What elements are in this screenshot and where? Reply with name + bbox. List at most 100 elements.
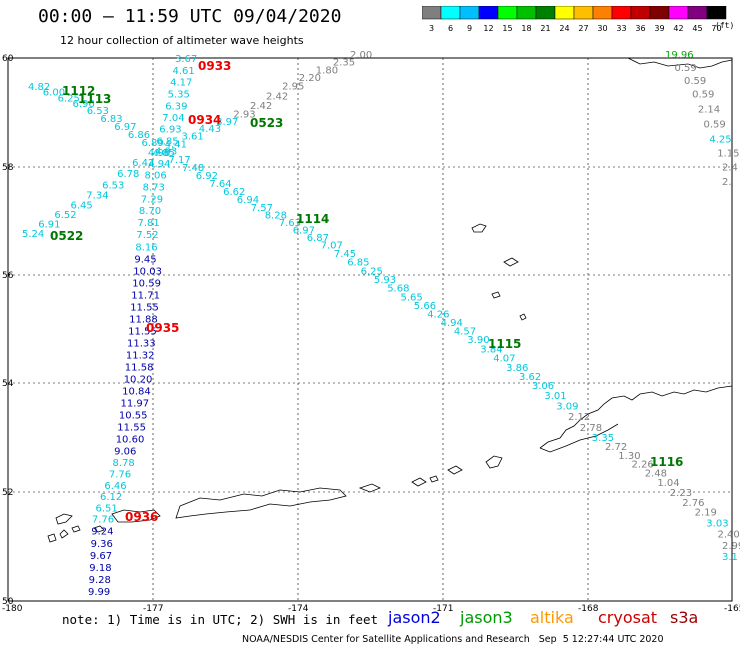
wave-height-label: 3.03 bbox=[706, 518, 728, 529]
wave-height-label: 6.83 bbox=[100, 114, 122, 125]
wave-height-label: 9.99 bbox=[88, 587, 110, 598]
legend-item-altika: altika bbox=[530, 608, 574, 627]
legend-item-cryosat: cryosat bbox=[598, 608, 658, 627]
wave-height-label: 0.59 bbox=[675, 63, 697, 74]
color-scale-swatch bbox=[687, 6, 708, 20]
wave-height-label: 7.04 bbox=[162, 113, 184, 124]
wave-height-label: 2.48 bbox=[645, 468, 667, 479]
coastlines bbox=[47, 57, 733, 543]
wave-height-label: 2.19 bbox=[695, 508, 717, 519]
wave-height-label: 6.85 bbox=[156, 136, 178, 147]
color-scale-label: 70 bbox=[711, 24, 721, 33]
wave-height-label: 4.93 bbox=[155, 146, 177, 157]
pass-time-label: 1113 bbox=[78, 92, 111, 106]
wave-height-label: 7.45 bbox=[334, 249, 356, 260]
legend-item-jason3: jason3 bbox=[460, 608, 513, 627]
wave-height-label: 7.76 bbox=[92, 515, 114, 526]
wave-height-label: 4.61 bbox=[173, 66, 195, 77]
footer-credit: NOAA/NESDIS Center for Satellite Applica… bbox=[242, 634, 664, 645]
coastline-aleutian-east bbox=[539, 385, 733, 449]
wave-height-label: 6.78 bbox=[117, 169, 139, 180]
coastline-unimak bbox=[539, 423, 619, 453]
pass-time-label: 0523 bbox=[250, 116, 283, 130]
wave-height-label: 3.06 bbox=[532, 381, 554, 392]
color-scale-swatch bbox=[516, 6, 537, 20]
color-scale-swatch bbox=[573, 6, 594, 20]
wave-height-label: 7.34 bbox=[86, 191, 108, 202]
plot-frame bbox=[7, 57, 733, 602]
island-st-matthew bbox=[471, 223, 487, 233]
wave-height-label: 7.17 bbox=[169, 155, 191, 166]
island-umnak bbox=[485, 455, 503, 469]
wave-height-label: 19.96 bbox=[665, 50, 694, 61]
color-scale-label: 12 bbox=[483, 24, 493, 33]
island-atka bbox=[411, 477, 427, 487]
wave-height-label: 6.39 bbox=[165, 101, 187, 112]
wave-height-label: 8.28 bbox=[265, 210, 287, 221]
color-scale-swatch bbox=[611, 6, 632, 20]
wave-height-label: 6.25 bbox=[58, 93, 80, 104]
wave-height-label: 6.46 bbox=[104, 481, 126, 492]
color-scale-label: 33 bbox=[616, 24, 626, 33]
pass-time-label: 0933 bbox=[198, 59, 231, 73]
wave-height-label: 2.12 bbox=[568, 412, 590, 423]
track-sw-ne: 9.999.289.189.679.369.247.766.516.126.46… bbox=[88, 54, 197, 598]
legend-item-jason2: jason2 bbox=[388, 608, 441, 627]
island-pribilof-2 bbox=[519, 313, 527, 321]
wave-height-label: 6.00 bbox=[43, 88, 65, 99]
wave-height-label: 2.35 bbox=[333, 58, 355, 69]
wave-height-label: 11.88 bbox=[129, 314, 158, 325]
wave-height-label: 3.62 bbox=[519, 372, 541, 383]
lon-label: -177 bbox=[143, 604, 163, 614]
wave-height-label: 6.96 bbox=[73, 99, 95, 110]
wave-height-label: 2.93 bbox=[233, 110, 255, 121]
lat-label: 56 bbox=[2, 271, 14, 281]
wave-height-label: 6.53 bbox=[102, 180, 124, 191]
wave-height-label: 7.48 bbox=[182, 163, 204, 174]
color-scale-swatch bbox=[478, 6, 499, 20]
color-scale-label: 36 bbox=[635, 24, 645, 33]
wave-height-label: 2. bbox=[722, 177, 732, 188]
lat-label: 54 bbox=[2, 379, 14, 389]
wave-height-label: 2.20 bbox=[299, 73, 321, 84]
lat-label: 50 bbox=[2, 597, 14, 607]
wave-height-label: 6.42 bbox=[132, 158, 154, 169]
page-subtitle: 12 hour collection of altimeter wave hei… bbox=[60, 34, 304, 47]
color-scale-label: 21 bbox=[540, 24, 550, 33]
color-scale-label: 42 bbox=[673, 24, 683, 33]
color-scale-swatch bbox=[459, 6, 480, 20]
pass-time-label: 0522 bbox=[50, 229, 83, 243]
wave-height-label: 1.80 bbox=[316, 65, 338, 76]
color-scale-label: 3 bbox=[429, 24, 434, 33]
satellite-tracks: 9.999.289.189.679.369.247.766.516.126.46… bbox=[22, 50, 740, 598]
color-scale-label: 39 bbox=[654, 24, 664, 33]
wave-height-label: 7.81 bbox=[138, 218, 160, 229]
wave-height-label: 10.03 bbox=[133, 266, 162, 277]
wave-height-label: 3.61 bbox=[182, 131, 204, 142]
wave-height-label: 3.90 bbox=[467, 335, 489, 346]
wave-height-label: 2.78 bbox=[580, 423, 602, 434]
wave-height-label: 6.93 bbox=[159, 125, 181, 136]
color-scale-swatch bbox=[668, 6, 689, 20]
pass-time-label: 1116 bbox=[650, 455, 683, 469]
wave-height-label: 10.55 bbox=[119, 410, 148, 421]
wave-height-label: 4.43 bbox=[199, 124, 221, 135]
wave-height-label: 3.1 bbox=[722, 552, 738, 563]
wave-height-label: 10.60 bbox=[116, 434, 145, 445]
wave-height-label: 9.45 bbox=[134, 254, 156, 265]
wave-height-label: 2.00 bbox=[350, 50, 372, 61]
island-adak-group bbox=[358, 483, 381, 493]
wave-height-label: 4.85 bbox=[153, 148, 175, 159]
color-scale-bar: 3 6 9 12 15 18 21 24 27 30 33 36 39 42 45 70 bbox=[422, 6, 727, 33]
wave-height-label: 2.42 bbox=[266, 91, 288, 102]
wave-height-label: 2.99 bbox=[722, 541, 740, 552]
wave-height-label: 8.16 bbox=[135, 242, 157, 253]
lat-label: 58 bbox=[2, 163, 14, 173]
pass-time-label: 0935 bbox=[146, 321, 179, 335]
wave-height-label: 8.73 bbox=[143, 182, 165, 193]
wave-height-label: 8.06 bbox=[145, 171, 167, 182]
color-scale-swatch bbox=[706, 6, 727, 20]
wave-height-label: 2.40 bbox=[718, 530, 740, 541]
track-sw-ne-2: 5.246.916.526.457.346.536.786.424.984.41… bbox=[22, 50, 372, 240]
wave-height-label: 9.18 bbox=[89, 563, 111, 574]
